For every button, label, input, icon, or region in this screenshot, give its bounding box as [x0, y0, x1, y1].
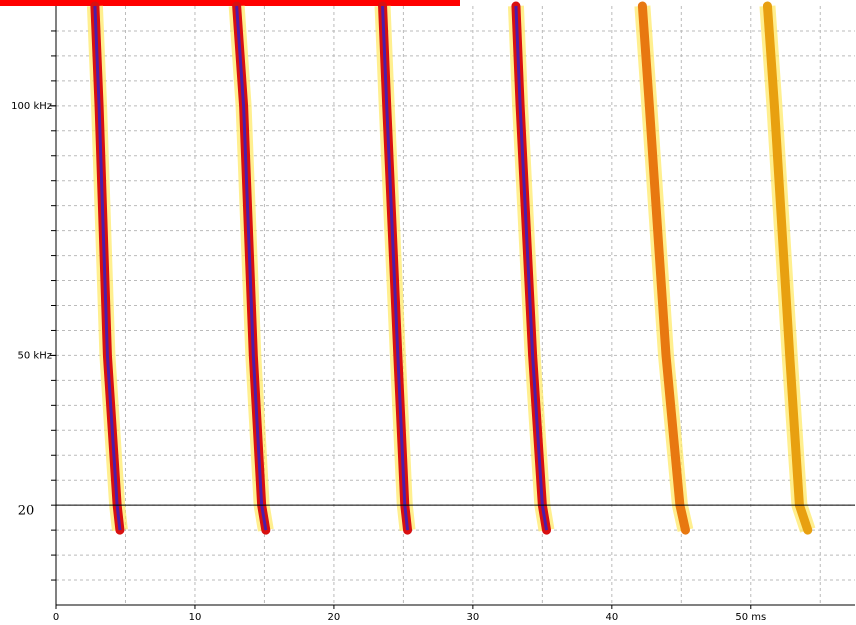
y-tick-label: 50 kHz [18, 350, 52, 361]
x-tick-label: 40 [605, 612, 618, 623]
call-trace [762, 1, 813, 535]
call-core [381, 5, 410, 531]
y-tick-label: 100 kHz [11, 101, 52, 112]
call-trace [637, 1, 690, 535]
x-tick-label: 0 [53, 612, 59, 623]
call-core [514, 5, 548, 531]
call-core [93, 5, 122, 531]
x-tick-label: 20 [328, 612, 341, 623]
x-tick-label: 50 ms [735, 612, 766, 623]
title-bar [0, 0, 460, 6]
x-tick-label: 30 [467, 612, 480, 623]
call-core [235, 5, 268, 531]
x-tick-label: 10 [189, 612, 202, 623]
threshold-label: 20 [18, 504, 35, 519]
